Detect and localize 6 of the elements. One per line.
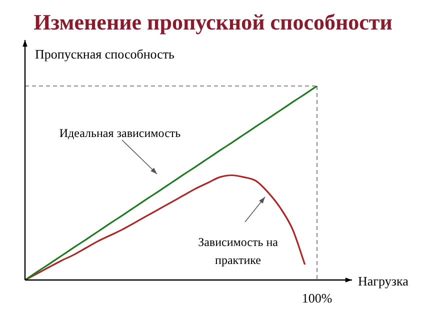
y-axis-title: Пропускная способность — [35, 46, 175, 62]
text: 100% — [302, 290, 332, 306]
annotation: Идеальная зависимость — [59, 126, 182, 140]
annotation: Зависимость на практике — [198, 235, 279, 268]
chart-title: Изменение пропускной способности — [34, 10, 393, 35]
x-axis-title: Нагрузка — [358, 273, 409, 288]
